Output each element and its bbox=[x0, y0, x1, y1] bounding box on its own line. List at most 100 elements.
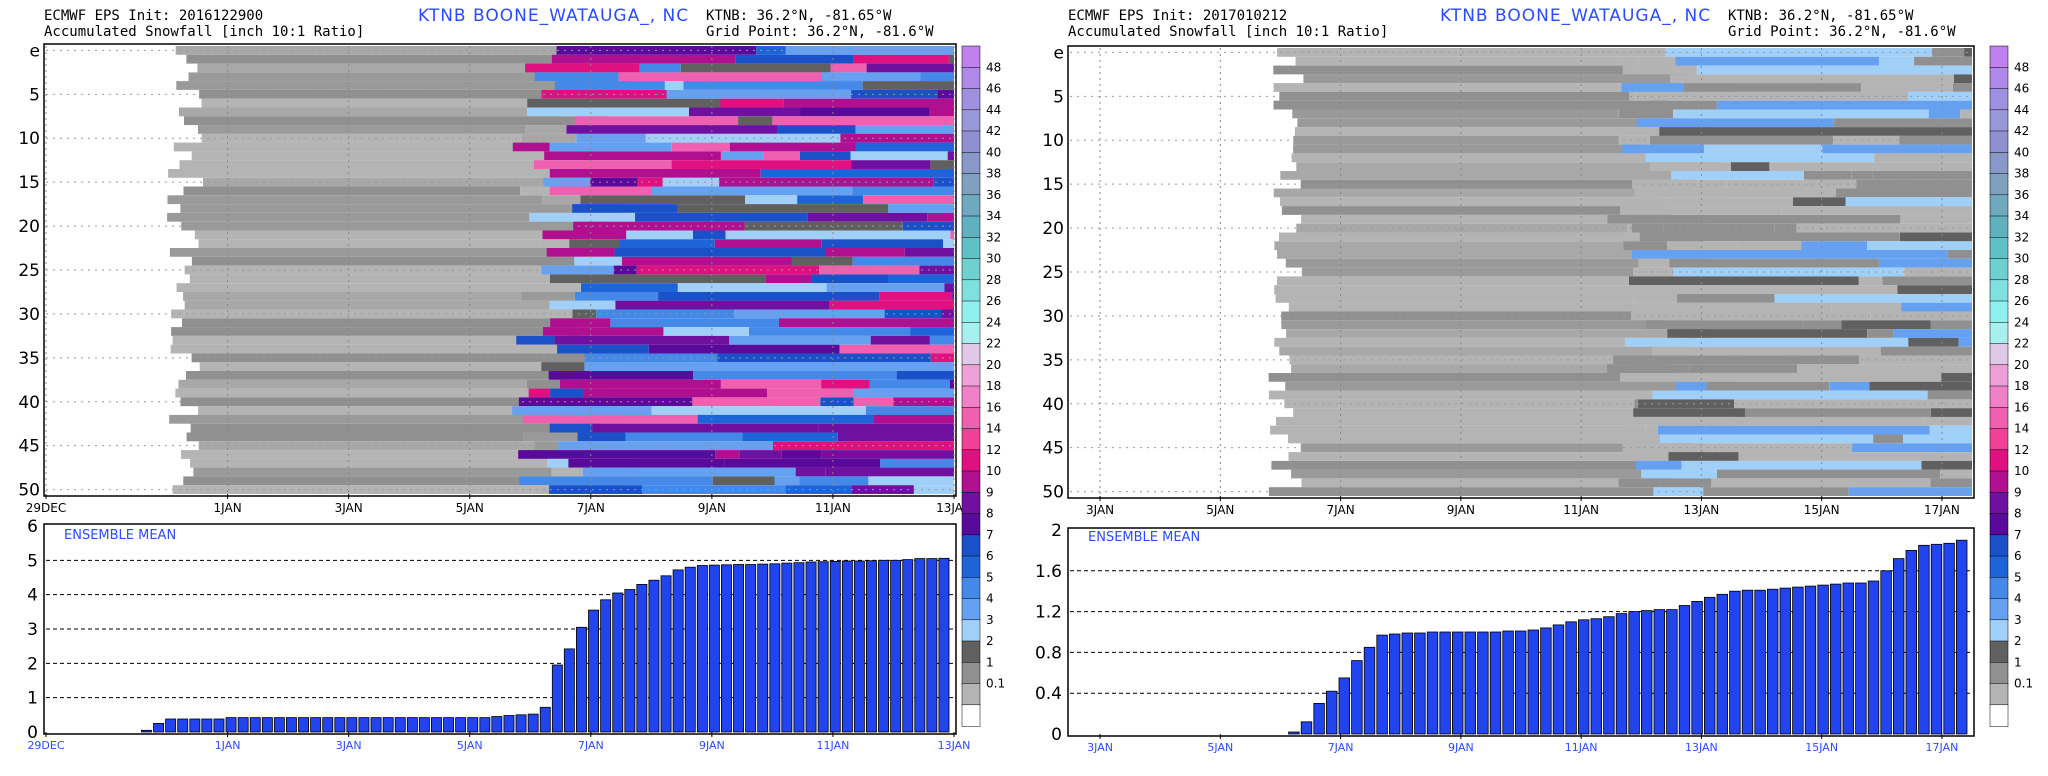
heatmap-cell bbox=[568, 458, 725, 468]
heatmap-cell bbox=[1637, 267, 1674, 277]
member-tick-label: 45 bbox=[18, 437, 40, 457]
mean-bar bbox=[527, 713, 539, 733]
colorbar-label: 24 bbox=[2014, 315, 2029, 329]
colorbar-label: 16 bbox=[986, 400, 1001, 414]
heatmap-cell bbox=[1641, 469, 1717, 479]
heatmap-cell bbox=[1706, 381, 1830, 391]
mean-bar bbox=[140, 729, 152, 733]
heatmap-cell bbox=[1618, 135, 1650, 145]
mean-bar bbox=[1489, 631, 1502, 735]
heatmap-cell bbox=[663, 327, 749, 336]
mean-bar bbox=[261, 717, 273, 733]
heatmap-cell bbox=[1870, 311, 1972, 321]
mean-bar bbox=[1792, 586, 1804, 735]
mean-bar bbox=[189, 718, 201, 733]
mean-bar bbox=[1565, 621, 1577, 735]
heatmap-cell bbox=[635, 212, 808, 222]
heatmap-cell bbox=[1667, 241, 1738, 251]
heatmap-cell bbox=[721, 151, 764, 161]
heatmap-cell bbox=[1663, 373, 1942, 382]
heatmap-cell bbox=[1908, 337, 1959, 347]
heatmap-cell bbox=[552, 283, 581, 292]
heatmap-cell bbox=[572, 204, 677, 213]
heatmap-cell bbox=[179, 160, 601, 169]
heatmap-cell bbox=[869, 379, 950, 389]
heatmap-cell bbox=[1734, 399, 1972, 409]
mean-bar bbox=[177, 718, 189, 733]
colorbar-label: 28 bbox=[986, 273, 1001, 287]
colorbar-label: 32 bbox=[2014, 230, 2029, 244]
heatmap-cells-right bbox=[1268, 48, 1972, 496]
heatmap-cell bbox=[693, 371, 897, 380]
heatmap-cell bbox=[729, 335, 871, 345]
mean-bar bbox=[878, 559, 890, 733]
heatmap-cell bbox=[1300, 443, 1705, 453]
colorbar-label: 7 bbox=[986, 528, 994, 542]
mean-bar bbox=[443, 717, 455, 733]
heatmap-cell bbox=[1716, 100, 1972, 110]
mean-bar bbox=[1704, 596, 1716, 735]
heatmap-cell bbox=[1901, 302, 1972, 312]
heatmap-cell bbox=[167, 195, 543, 205]
heatmap-cell bbox=[1941, 373, 1972, 382]
station-label-right: KTNB BOONE_WATAUGA_, NC bbox=[1440, 6, 1711, 26]
colorbar-label: 12 bbox=[986, 443, 1001, 457]
colorbar-swatch bbox=[1989, 343, 2009, 366]
heatmap-cell bbox=[829, 300, 954, 310]
mean-bar bbox=[672, 569, 684, 733]
colorbar-label: 5 bbox=[986, 570, 994, 584]
heatmap-cell bbox=[525, 125, 567, 134]
heatmap-cell bbox=[184, 300, 587, 310]
heatmap-cell bbox=[850, 151, 948, 161]
mean-bar bbox=[1943, 542, 1955, 735]
mean-bar bbox=[467, 717, 479, 733]
heatmap-cell bbox=[180, 397, 617, 407]
heatmap-cell bbox=[745, 195, 798, 205]
colorbar-label: 6 bbox=[986, 549, 994, 563]
heatmap-cell bbox=[183, 476, 630, 486]
colorbar-label: 8 bbox=[2014, 507, 2022, 521]
colorbar-label: 42 bbox=[2014, 124, 2029, 138]
heatmap-cell bbox=[1291, 364, 1674, 373]
mean-bar bbox=[1830, 583, 1842, 735]
heatmap-cell bbox=[1675, 56, 1879, 66]
heatmap-cell bbox=[677, 204, 889, 213]
heatmap-cell bbox=[1796, 223, 1972, 233]
heatmap-cell bbox=[549, 186, 652, 196]
heatmap-cell bbox=[1301, 478, 1619, 488]
member-tick-label: 35 bbox=[18, 349, 40, 369]
heatmap-cell bbox=[1617, 48, 1665, 57]
heatmap-cell bbox=[1900, 214, 1972, 224]
heatmap-cell bbox=[785, 46, 954, 55]
heatmap-cell bbox=[866, 63, 954, 73]
mean-y-tick-label: 4 bbox=[27, 586, 38, 606]
heatmap-cell bbox=[1279, 232, 1702, 242]
heatmap-cell bbox=[1660, 434, 1874, 444]
heatmap-cell bbox=[549, 485, 642, 494]
heatmap-cell bbox=[569, 239, 620, 249]
heatmap-cell bbox=[893, 397, 954, 407]
heatmap-cell bbox=[1652, 346, 1881, 356]
mean-bars-right bbox=[1288, 539, 1968, 735]
heatmap-cell bbox=[1928, 109, 1961, 119]
heatmap-cell bbox=[194, 230, 575, 240]
heatmap-cell bbox=[1295, 56, 1639, 66]
heatmap-cell bbox=[1645, 425, 1658, 435]
heatmap-cell bbox=[550, 388, 584, 398]
heatmap-cell bbox=[199, 362, 588, 371]
heatmap-cell bbox=[749, 327, 911, 336]
heatmap-cell bbox=[671, 142, 730, 152]
heatmap-cell bbox=[671, 160, 852, 169]
mean-x-tick-label: 11JAN bbox=[817, 739, 850, 752]
heatmap-cell bbox=[191, 353, 620, 363]
heatmap-cell bbox=[523, 432, 578, 442]
colorbar-label: 14 bbox=[2014, 422, 2029, 436]
mean-bar bbox=[721, 564, 732, 733]
colorbar-swatch bbox=[961, 577, 981, 600]
heatmap-cell bbox=[950, 230, 954, 240]
heatmap-cell bbox=[720, 379, 822, 389]
heatmap-cell bbox=[868, 476, 954, 486]
heatmap-cell bbox=[1803, 320, 1842, 330]
colorbar-swatch bbox=[961, 173, 981, 196]
heatmap-cell bbox=[821, 239, 944, 249]
